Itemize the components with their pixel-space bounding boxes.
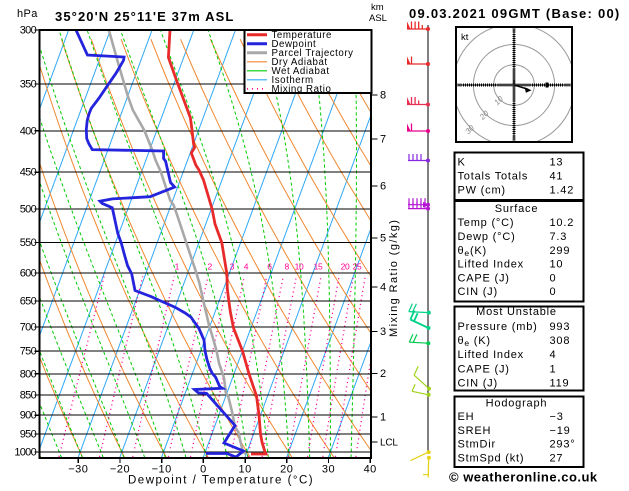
svg-text:500: 500 [20,204,37,216]
svg-text:Hodograph: Hodograph [486,398,548,410]
svg-text:750: 750 [20,346,37,358]
svg-text:1: 1 [550,364,557,376]
svg-text:0: 0 [550,286,557,298]
svg-text:6: 6 [267,262,272,272]
svg-text:kt: kt [461,32,469,43]
svg-text:Lifted Index: Lifted Index [458,259,524,271]
svg-text:EH: EH [458,411,475,423]
svg-text:300: 300 [20,25,37,37]
svg-text:40: 40 [364,464,377,476]
svg-text:Surface: Surface [495,203,539,215]
svg-text:900: 900 [20,410,37,422]
svg-text:Dewp (°C): Dewp (°C) [458,231,516,243]
svg-text:7.3: 7.3 [550,231,568,243]
svg-text:3: 3 [380,326,386,338]
svg-text:4: 4 [380,282,386,294]
svg-text:1: 1 [175,262,180,272]
svg-text:41: 41 [550,171,564,183]
svg-text:km: km [371,2,384,13]
svg-text:Most Unstable: Most Unstable [476,306,557,318]
svg-text:13: 13 [550,157,564,169]
svg-text:35°20'N 25°11'E 37m ASL: 35°20'N 25°11'E 37m ASL [55,9,234,24]
svg-text:550: 550 [20,237,37,249]
svg-text:−19: −19 [550,425,571,437]
svg-text:308: 308 [550,335,571,347]
svg-text:θe(K): θe(K) [458,245,488,258]
svg-text:4: 4 [244,262,249,272]
svg-text:1.42: 1.42 [550,185,575,197]
svg-text:950: 950 [20,429,37,441]
svg-text:119: 119 [550,378,570,390]
svg-text:09.03.2021 09GMT (Base: 00): 09.03.2021 09GMT (Base: 00) [409,6,621,21]
svg-text:350: 350 [20,79,37,91]
svg-text:ASL: ASL [369,13,387,24]
svg-text:CAPE (J): CAPE (J) [458,272,510,284]
svg-text:CIN (J): CIN (J) [458,378,498,390]
svg-text:StmDir: StmDir [458,439,496,451]
svg-text:993: 993 [550,321,571,333]
svg-text:PW (cm): PW (cm) [458,185,506,197]
svg-text:θe (K): θe (K) [458,335,491,348]
svg-text:StmSpd (kt): StmSpd (kt) [458,452,525,464]
svg-text:400: 400 [20,125,37,137]
svg-text:20: 20 [341,262,350,272]
svg-text:8: 8 [284,262,289,272]
svg-text:CAPE (J): CAPE (J) [458,364,510,376]
svg-text:2: 2 [380,368,386,380]
svg-text:3: 3 [230,262,235,272]
svg-text:450: 450 [20,167,37,179]
svg-text:700: 700 [20,322,37,334]
svg-text:4: 4 [550,349,557,361]
svg-text:Pressure (mb): Pressure (mb) [458,321,538,333]
svg-text:2: 2 [207,262,212,272]
svg-text:K: K [458,157,466,169]
svg-text:© weatheronline.co.uk: © weatheronline.co.uk [449,470,598,485]
svg-text:15: 15 [314,262,323,272]
svg-text:SREH: SREH [458,425,492,437]
svg-text:30: 30 [322,464,335,476]
svg-text:10: 10 [295,262,304,272]
svg-text:1000: 1000 [14,447,36,459]
svg-text:LCL: LCL [380,438,398,449]
svg-text:293°: 293° [550,439,576,451]
svg-text:7: 7 [380,134,386,146]
svg-text:10.2: 10.2 [550,217,575,229]
svg-text:5: 5 [380,233,386,245]
svg-text:299: 299 [550,245,571,257]
svg-text:CIN (J): CIN (J) [458,286,498,298]
svg-text:Mixing Ratio (g/kg): Mixing Ratio (g/kg) [388,219,400,337]
svg-text:Mixing Ratio: Mixing Ratio [272,84,332,95]
svg-text:1: 1 [380,412,386,424]
svg-text:650: 650 [20,296,37,308]
svg-text:850: 850 [20,390,37,402]
svg-text:25: 25 [353,262,362,272]
svg-text:0: 0 [550,272,557,284]
svg-text:8: 8 [380,90,386,102]
svg-text:27: 27 [550,452,564,464]
svg-text:600: 600 [20,267,37,279]
svg-text:800: 800 [20,368,37,380]
svg-text:Temp (°C): Temp (°C) [458,217,515,229]
svg-text:10: 10 [550,259,564,271]
svg-text:hPa: hPa [17,8,38,20]
svg-text:Lifted Index: Lifted Index [458,349,524,361]
svg-text:−3: −3 [550,411,564,423]
svg-text:Totals Totals: Totals Totals [458,171,529,183]
svg-text:6: 6 [380,181,386,193]
svg-text:Dewpoint / Temperature (°C): Dewpoint / Temperature (°C) [128,475,314,487]
svg-text:−30: −30 [68,464,88,476]
